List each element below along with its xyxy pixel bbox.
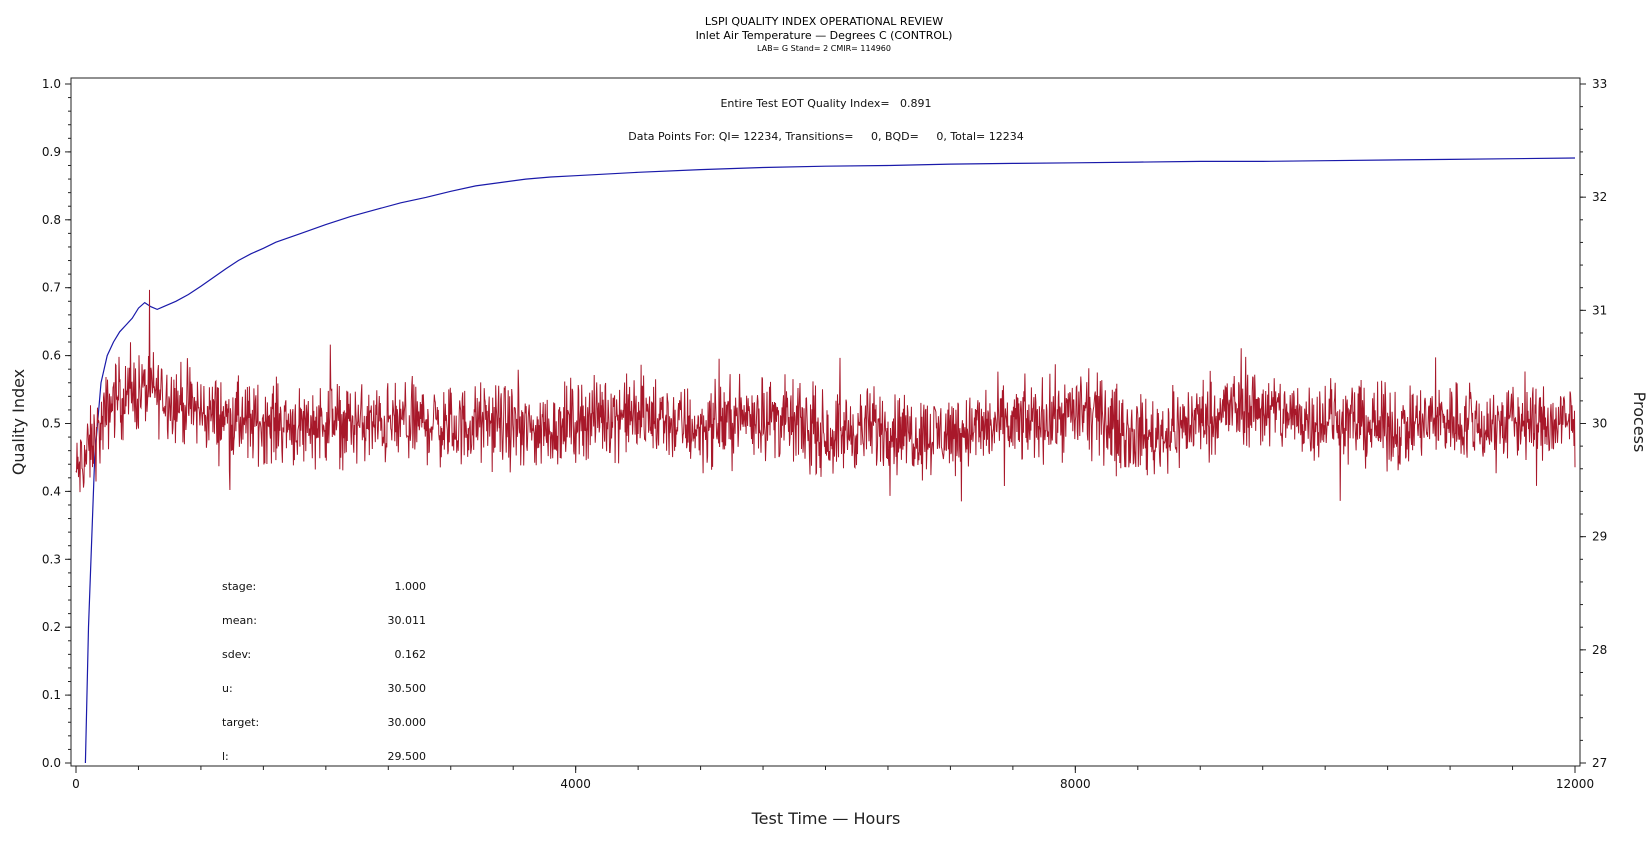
y2-tick-label: 32 — [1592, 190, 1607, 204]
y-tick-label: 0.2 — [42, 620, 61, 634]
x-tick-label: 8000 — [1060, 777, 1091, 791]
series-process-line — [75, 289, 1576, 502]
stat-label: sdev: — [222, 648, 251, 661]
stat-value: 1.000 — [395, 580, 427, 593]
stat-value: 0.162 — [395, 648, 427, 661]
stat-value: 30.011 — [388, 614, 427, 627]
chart-title: LSPI QUALITY INDEX OPERATIONAL REVIEW — [705, 15, 943, 28]
y-tick-label: 0.9 — [42, 145, 61, 159]
stat-label: stage: — [222, 580, 256, 593]
stat-label: l: — [222, 750, 229, 763]
y2-tick-label: 31 — [1592, 303, 1607, 317]
y-tick-label: 0.5 — [42, 417, 61, 431]
stat-label: u: — [222, 682, 233, 695]
y-axis-label: Quality Index — [9, 369, 28, 475]
series-layer — [75, 157, 1576, 764]
series-quality-index-line — [84, 157, 1576, 764]
stat-label: mean: — [222, 614, 257, 627]
annotation-eot-quality-index: Entire Test EOT Quality Index= 0.891 — [720, 97, 931, 110]
x-axis-label: Test Time — Hours — [751, 809, 901, 828]
y-tick-label: 0.3 — [42, 552, 61, 566]
y-tick-label: 0.0 — [42, 756, 61, 770]
x-tick-label: 4000 — [560, 777, 591, 791]
y-tick-label: 0.4 — [42, 484, 61, 498]
y-tick-label: 1.0 — [42, 77, 61, 91]
x-axis: 0 4000 8000 12000 — [72, 766, 1594, 791]
chart-subtitle: Inlet Air Temperature — Degrees C (CONTR… — [696, 29, 953, 42]
stats-block: stage: 1.000 mean: 30.011 sdev: 0.162 u: 30.500… — [222, 580, 426, 763]
y2-tick-label: 28 — [1592, 643, 1607, 657]
y2-axis-label: Process — [1630, 392, 1648, 453]
y2-tick-label: 27 — [1592, 756, 1607, 770]
y2-tick-label: 33 — [1592, 77, 1607, 91]
chart-subtitle-2: LAB= G Stand= 2 CMIR= 114960 — [757, 44, 891, 53]
x-tick-label: 12000 — [1556, 777, 1594, 791]
y2-tick-label: 29 — [1592, 530, 1607, 544]
stat-value: 29.500 — [388, 750, 427, 763]
y-tick-label: 0.6 — [42, 349, 61, 363]
y-tick-label: 0.7 — [42, 281, 61, 295]
y-axis-left: 0.0 0.1 0.2 0.3 0.4 0.5 0.6 0.7 0.8 0.9 1.0 — [42, 77, 71, 770]
stat-label: target: — [222, 716, 259, 729]
y-tick-label: 0.8 — [42, 213, 61, 227]
y2-tick-label: 30 — [1592, 417, 1607, 431]
y-axis-right: 27 28 29 30 31 32 33 — [1580, 77, 1607, 770]
stat-value: 30.000 — [388, 716, 427, 729]
y-tick-label: 0.1 — [42, 688, 61, 702]
x-tick-label: 0 — [72, 777, 80, 791]
stat-value: 30.500 — [388, 682, 427, 695]
annotation-data-points: Data Points For: QI= 12234, Transitions=… — [628, 130, 1023, 143]
